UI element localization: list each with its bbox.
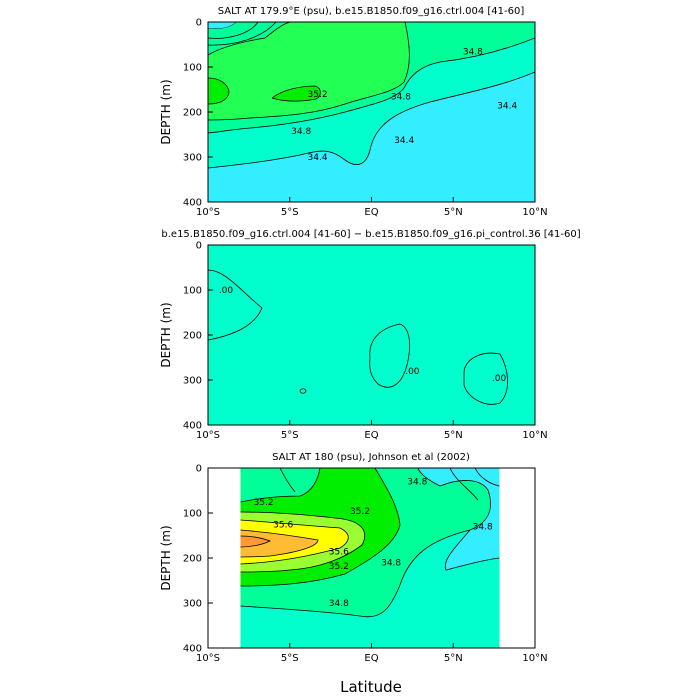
- panel1-fills: [208, 22, 535, 202]
- contour-label: 34.4: [497, 101, 517, 111]
- contour-label: 34.8: [329, 599, 349, 609]
- panel3-xtick-label: 10°N: [522, 653, 547, 664]
- contour-label: 35.2: [308, 90, 328, 100]
- panel1-ytick-label: 400: [183, 198, 202, 209]
- panel1-xtick-label: 5°N: [444, 207, 463, 218]
- panel1-contour-348: [208, 37, 535, 134]
- contour-label: 35.2: [329, 562, 349, 572]
- panel3-ytick-label: 100: [183, 509, 202, 520]
- contour-label: 35.6: [273, 520, 293, 530]
- contour-label: 34.8: [463, 47, 483, 57]
- contour-label: 35.2: [254, 498, 274, 508]
- panel1-contour-352a: [208, 22, 293, 56]
- panel2-positive-small: [299, 388, 307, 394]
- panel2-ytick-label: 100: [183, 286, 202, 297]
- panel3-ytick-label: 400: [183, 644, 202, 655]
- panel1-fill-max-left: [208, 78, 229, 104]
- panel1-contour-352b: [208, 22, 410, 121]
- panel1-contour-labels: 34.8 35.2 34.8 34.4 34.8 34.4 34.4: [291, 47, 517, 163]
- panel2-xtick-label: 5°S: [281, 430, 299, 441]
- contour-label: .00: [405, 367, 420, 377]
- panel1-contour-344: [208, 71, 535, 169]
- panel1-fill-corner: [208, 22, 236, 29]
- panel2-xtick-label: 10°S: [196, 430, 220, 441]
- contour-label: 34.8: [381, 559, 401, 569]
- panel1-y-axis-label: DEPTH (m): [159, 79, 173, 144]
- panel3-xtick-label: 10°S: [196, 653, 220, 664]
- contour-label: .00: [492, 374, 507, 384]
- contour-label: 34.8: [473, 523, 493, 533]
- panel1-ytick-label: 300: [183, 153, 202, 164]
- panel2-ytick-label: 200: [183, 331, 202, 342]
- panel3-contour-352: [240, 468, 401, 587]
- panel-difference: b.e15.B1850.f09_g16.ctrl.004 [41-60] − b…: [159, 229, 581, 441]
- panel3-contour-labels: 35.2 35.6 35.2 34.8 34.8 35.6 35.2 34.8 34.8: [254, 478, 493, 610]
- panel2-xtick-label: EQ: [364, 430, 378, 441]
- panel3-xtick-label: 5°S: [281, 653, 299, 664]
- panel2-xtick-label: 10°N: [522, 430, 547, 441]
- panel3-y-axis-label: DEPTH (m): [159, 525, 173, 590]
- panel2-xtick-label: 5°N: [444, 430, 463, 441]
- panel2-positive-left: [208, 269, 263, 341]
- contour-label: 35.2: [350, 507, 370, 517]
- contour-label: 34.4: [394, 136, 414, 146]
- panel2-y-axis-label: DEPTH (m): [159, 302, 173, 367]
- contour-label: 34.8: [291, 127, 311, 137]
- panel-model-salinity: SALT AT 179.9°E (psu), b.e15.B1850.f09_g…: [159, 6, 548, 218]
- panel1-xtick-label: 5°S: [281, 207, 299, 218]
- panel1-ytick-label: 100: [183, 63, 202, 74]
- contour-label: 34.8: [407, 478, 427, 488]
- panel1-contour-356-center: [271, 85, 321, 102]
- panel3-xtick-label: 5°N: [444, 653, 463, 664]
- panel3-contour-344: [444, 529, 500, 571]
- panel3-xtick-label: EQ: [364, 653, 378, 664]
- panel1-contour-356-left: [208, 77, 230, 105]
- panel-observed-salinity: SALT AT 180 (psu), Johnson et al (2002) …: [159, 452, 548, 696]
- panel3-fill-low: [418, 468, 500, 570]
- panel3-title: SALT AT 180 (psu), Johnson et al (2002): [272, 452, 470, 463]
- panel2-title: b.e15.B1850.f09_g16.ctrl.004 [41-60] − b…: [161, 229, 580, 240]
- panel2-contour-labels: .00 .00 .00: [219, 286, 507, 384]
- panel1-title: SALT AT 179.9°E (psu), b.e15.B1850.f09_g…: [218, 6, 525, 17]
- contour-label: .00: [219, 286, 234, 296]
- panel1-fill-core: [208, 22, 410, 120]
- panel1-ytick-label: 200: [183, 108, 202, 119]
- panel2-ytick-label: 400: [183, 421, 202, 432]
- panel2-fills: [208, 245, 535, 425]
- panel3-contour-358: [240, 529, 319, 558]
- panel3-ytick-label: 0: [196, 464, 202, 475]
- panel3-contour-356: [240, 519, 349, 565]
- panel2-positive-right: [463, 352, 508, 405]
- panel3-contour-step: [279, 468, 296, 493]
- contour-label: 34.8: [391, 92, 411, 102]
- panel3-ytick-label: 200: [183, 554, 202, 565]
- panel1-xtick-label: 10°S: [196, 207, 220, 218]
- panel1-xtick-label: EQ: [364, 207, 378, 218]
- panel2-ytick-label: 0: [196, 241, 202, 252]
- contour-label: 34.4: [308, 153, 328, 163]
- panel3-fills: [240, 468, 500, 648]
- panel2-ytick-label: 300: [183, 376, 202, 387]
- panel3-contour-354: [240, 511, 366, 573]
- panel3-ytick-label: 300: [183, 599, 202, 610]
- panel3-contour-348: [240, 468, 491, 618]
- panel2-fill-background: [208, 245, 535, 425]
- panel2-positive-center: [369, 323, 411, 388]
- panel3-contour-360: [240, 535, 272, 548]
- panel1-ytick-label: 0: [196, 18, 202, 29]
- panel1-xtick-label: 10°N: [522, 207, 547, 218]
- contour-label: 35.6: [329, 547, 349, 557]
- panel3-contour-extra: [449, 468, 500, 501]
- panel1-fill-max-center: [272, 86, 321, 102]
- panel3-fill-orange: [240, 530, 318, 557]
- x-axis-label: Latitude: [340, 678, 402, 696]
